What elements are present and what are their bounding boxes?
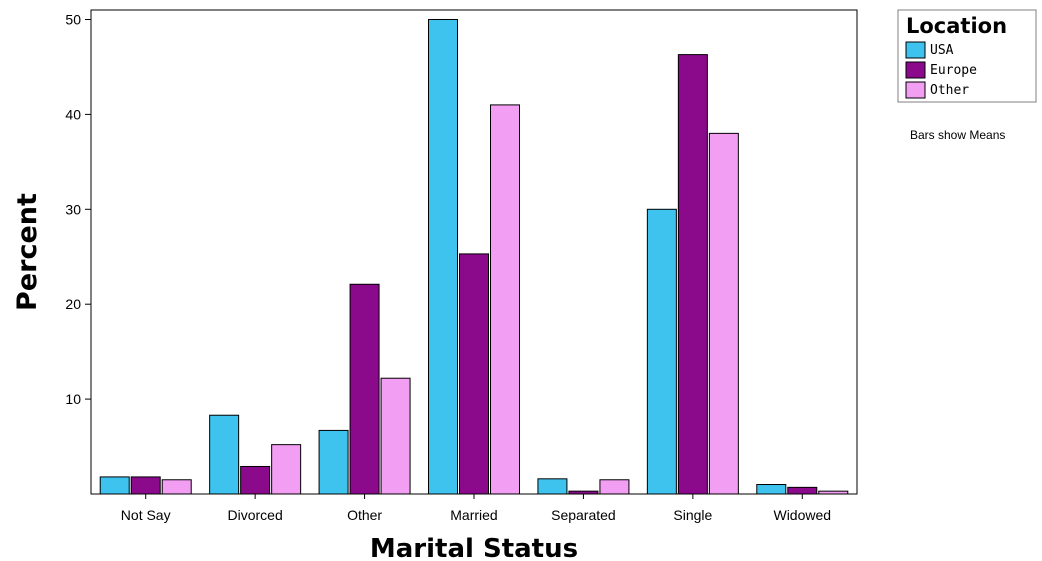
bar-divorced-usa	[209, 414, 240, 495]
bar-single-usa	[646, 208, 677, 495]
bar-single-other	[708, 132, 739, 495]
x-tick-label: Married	[450, 507, 497, 523]
bar-single-europe	[677, 54, 708, 495]
y-tick-label: 40	[65, 106, 81, 122]
x-tick-label: Single	[673, 507, 712, 523]
bar-other-other	[380, 377, 411, 495]
bar-widowed-europe	[787, 486, 818, 495]
bar-divorced-other	[271, 444, 302, 495]
x-tick-label: Widowed	[773, 507, 831, 523]
legend-title: Location	[906, 14, 1007, 38]
bar-widowed-usa	[756, 484, 787, 495]
x-axis: Not Say Divorced Other Married Separated Sing…	[121, 494, 831, 523]
bar-divorced-europe	[240, 465, 271, 495]
y-tick-label: 10	[65, 391, 81, 407]
bar-group	[99, 18, 849, 495]
bar-not-say-other	[161, 479, 192, 495]
x-tick-label: Divorced	[228, 507, 283, 523]
bar-separated-usa	[537, 478, 568, 495]
legend-swatch-usa	[905, 41, 926, 59]
bar-not-say-europe	[130, 476, 161, 495]
bars-show-means-note: Bars show Means	[910, 128, 1005, 142]
x-tick-label: Other	[347, 507, 382, 523]
bar-married-usa	[428, 18, 458, 495]
bar-separated-other	[599, 479, 630, 495]
legend: Location USA Europe Other	[897, 9, 1037, 103]
bar-separated-europe	[568, 490, 599, 495]
legend-swatch-other	[905, 81, 926, 99]
x-axis-title: Marital Status	[370, 534, 578, 561]
legend-label-usa: USA	[930, 43, 954, 58]
y-axis: 10 20 30 40 50	[65, 11, 91, 407]
bar-other-usa	[318, 429, 349, 495]
bar-not-say-usa	[99, 476, 130, 495]
bar-widowed-other	[818, 490, 849, 495]
y-tick-label: 20	[65, 296, 81, 312]
legend-label-other: Other	[930, 83, 969, 98]
bar-married-europe	[459, 253, 489, 495]
bar-married-other	[490, 104, 520, 495]
x-tick-label: Not Say	[121, 507, 171, 523]
legend-label-europe: Europe	[930, 63, 977, 78]
legend-swatch-europe	[905, 61, 926, 79]
y-axis-title: Percent	[12, 193, 43, 311]
y-tick-label: 50	[65, 11, 81, 27]
x-tick-label: Separated	[551, 507, 616, 523]
bar-other-europe	[349, 283, 380, 495]
y-tick-label: 30	[65, 201, 81, 217]
